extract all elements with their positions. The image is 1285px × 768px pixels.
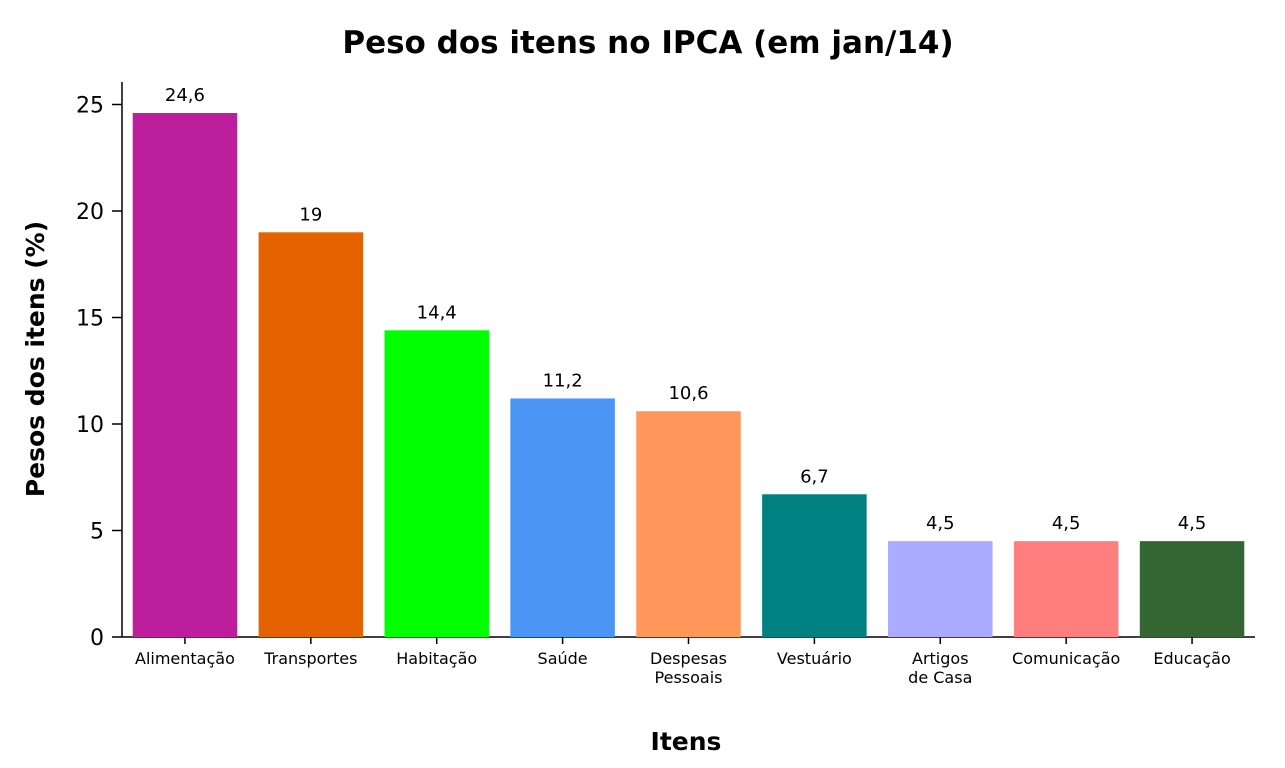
bar bbox=[258, 232, 364, 638]
x-tick-label: Despesas bbox=[650, 649, 727, 668]
x-tick-label: Pessoais bbox=[655, 668, 723, 687]
chart-title: Peso dos itens no IPCA (em jan/14) bbox=[342, 25, 953, 61]
x-tick-label: Vestuário bbox=[777, 649, 852, 668]
bar bbox=[636, 411, 741, 637]
bar bbox=[510, 398, 615, 637]
y-tick-label: 20 bbox=[76, 200, 104, 225]
y-axis-ticks: 0 5 10 15 20 25 bbox=[76, 94, 122, 651]
x-tick-label: Transportes bbox=[263, 649, 357, 668]
bar bbox=[1139, 541, 1245, 637]
x-tick-label: Habitação bbox=[396, 649, 477, 668]
bar bbox=[888, 541, 993, 637]
data-label: 24,6 bbox=[165, 85, 205, 106]
x-tick-label: Artigos bbox=[912, 649, 969, 668]
x-tick-label: Comunicação bbox=[1012, 649, 1120, 668]
x-tick-label: de Casa bbox=[908, 668, 972, 687]
bars-group bbox=[132, 113, 1245, 638]
x-tick-label: Educação bbox=[1153, 649, 1230, 668]
x-tick-label: Alimentação bbox=[135, 649, 235, 668]
data-label: 4,5 bbox=[926, 513, 955, 534]
y-tick-label: 5 bbox=[90, 520, 104, 545]
y-tick-label: 0 bbox=[90, 626, 104, 651]
bar bbox=[384, 330, 489, 637]
bar bbox=[762, 494, 867, 637]
bar bbox=[1013, 541, 1119, 637]
data-label: 19 bbox=[299, 204, 322, 225]
y-tick-label: 10 bbox=[76, 413, 104, 438]
x-tick-label: Saúde bbox=[538, 649, 588, 668]
y-tick-label: 25 bbox=[76, 94, 104, 119]
data-label: 4,5 bbox=[1052, 513, 1081, 534]
data-label: 10,6 bbox=[668, 383, 708, 404]
data-label: 6,7 bbox=[800, 466, 829, 487]
y-axis-title: Pesos dos itens (%) bbox=[21, 221, 50, 497]
value-labels-group: 24,6 19 14,4 11,2 10,6 6,7 4,5 4,5 4,5 bbox=[165, 85, 1206, 534]
y-tick-label: 15 bbox=[76, 307, 104, 332]
data-label: 4,5 bbox=[1178, 513, 1207, 534]
bar bbox=[132, 113, 238, 637]
x-axis-title: Itens bbox=[651, 727, 722, 756]
category-labels-group: Alimentação Transportes Habitação Saúde Desp… bbox=[135, 637, 1231, 687]
data-label: 14,4 bbox=[417, 302, 457, 323]
data-label: 11,2 bbox=[543, 370, 583, 391]
